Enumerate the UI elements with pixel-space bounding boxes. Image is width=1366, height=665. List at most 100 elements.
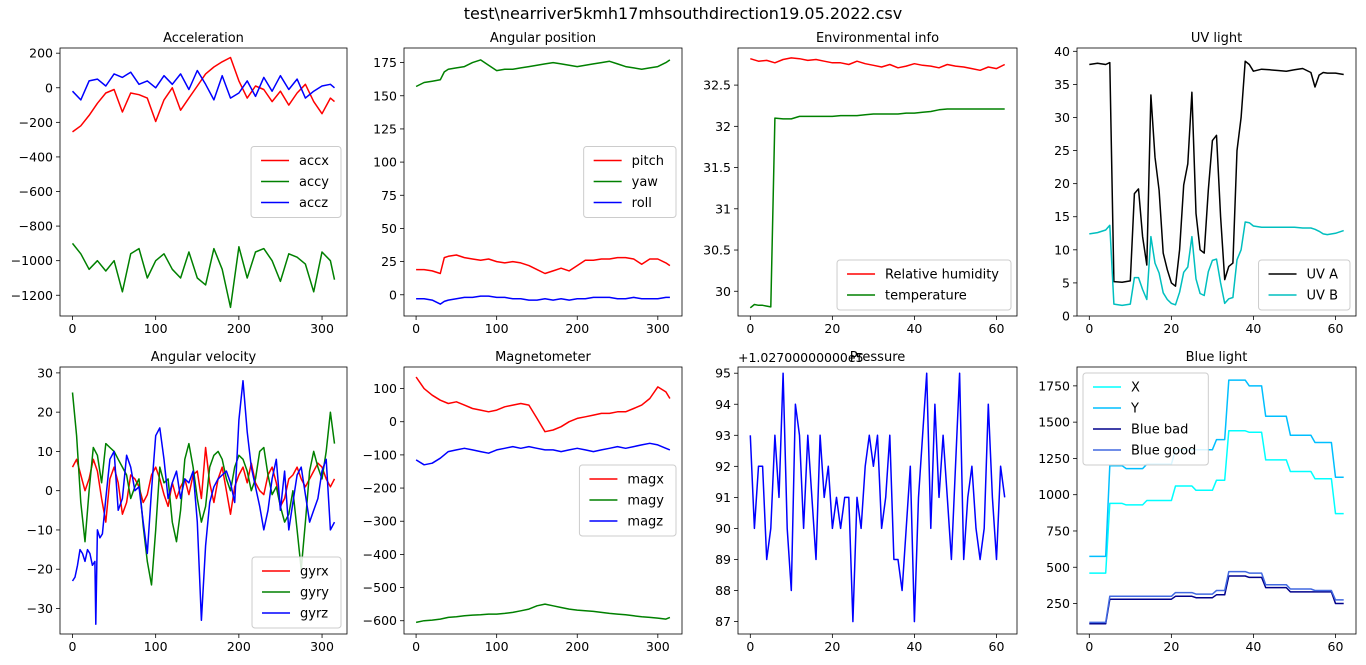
chart-panel-3: UV light 0 20 40 60 0 5 10 15 20 25 30 35 40 UV A UV B bbox=[1054, 31, 1357, 336]
x-tick-label: 20 bbox=[824, 639, 840, 654]
y-tick-label: 87 bbox=[715, 614, 731, 629]
legend-label: yaw bbox=[632, 175, 659, 190]
series-line-magx bbox=[415, 376, 671, 433]
chart-panel-2: Environmental info 0 20 40 60 30 30.5 31 31.5 32 3… bbox=[703, 31, 1018, 336]
series-line-Blue bad bbox=[1089, 575, 1344, 625]
chart-panel-7: Blue light 0 20 40 60 250 500 750 1000 1250 1500 17… bbox=[1038, 350, 1357, 654]
y-tick-label: −1000 bbox=[11, 253, 53, 268]
x-tick-label: 0 bbox=[412, 321, 420, 336]
series-line-accx bbox=[72, 56, 335, 133]
y-tick-label: 35 bbox=[1054, 77, 1070, 92]
chart-title: Angular velocity bbox=[151, 350, 257, 365]
y-tick-label: 125 bbox=[373, 121, 397, 136]
y-tick-label: 1500 bbox=[1038, 415, 1070, 430]
y-tick-label: 1250 bbox=[1038, 451, 1070, 466]
y-tick-label: 30 bbox=[37, 365, 53, 380]
y-tick-label: 94 bbox=[715, 397, 731, 412]
y-tick-label: −20 bbox=[27, 562, 53, 577]
series-line-X bbox=[1089, 430, 1344, 574]
series-line-yaw bbox=[415, 59, 671, 88]
x-tick-label: 100 bbox=[485, 639, 509, 654]
y-tick-label: −400 bbox=[363, 547, 397, 562]
legend-label: gyrx bbox=[300, 565, 329, 580]
y-tick-label: 0 bbox=[45, 483, 53, 498]
y-tick-label: −30 bbox=[27, 601, 53, 616]
plot-frame bbox=[737, 366, 1018, 635]
y-tick-label: 1750 bbox=[1038, 378, 1070, 393]
legend-label: gyrz bbox=[300, 607, 328, 622]
y-tick-label: 95 bbox=[715, 366, 731, 381]
x-tick-label: 100 bbox=[144, 639, 168, 654]
y-tick-label: 175 bbox=[373, 55, 397, 70]
x-tick-label: 300 bbox=[310, 321, 334, 336]
chart-panel-1: Angular position 0 100 200 300 0 25 50 75 100 125 1… bbox=[373, 31, 683, 336]
legend-label: accy bbox=[299, 175, 329, 190]
plot-frame bbox=[403, 47, 683, 317]
chart-panel-6: Pressure 0 20 40 60 87 88 89 90 91 92 93 94 95 +1.0270… bbox=[715, 350, 1018, 654]
y-tick-label: 150 bbox=[373, 88, 397, 103]
series-line-accz bbox=[71, 69, 335, 101]
x-tick-label: 200 bbox=[565, 321, 589, 336]
y-tick-label: 30.5 bbox=[703, 243, 731, 258]
y-tick-label: −600 bbox=[363, 613, 397, 628]
y-tick-label: 90 bbox=[715, 521, 731, 536]
legend-label: X bbox=[1131, 381, 1140, 396]
plot-frame bbox=[403, 366, 683, 635]
chart-title: Pressure bbox=[850, 350, 906, 365]
x-tick-label: 100 bbox=[485, 321, 509, 336]
y-tick-label: 0 bbox=[45, 80, 53, 95]
legend-label: magz bbox=[627, 515, 663, 530]
series-line-0 bbox=[749, 372, 1006, 623]
legend-label: UV B bbox=[1307, 289, 1338, 304]
legend-label: accx bbox=[299, 154, 329, 169]
y-tick-label: 88 bbox=[715, 583, 731, 598]
legend-box bbox=[578, 464, 677, 537]
series-line-UV B bbox=[1089, 221, 1344, 307]
y-tick-label: 30 bbox=[715, 284, 731, 299]
y-tick-label: −200 bbox=[19, 115, 53, 130]
plot-frame bbox=[59, 47, 348, 317]
plot-frame bbox=[59, 366, 348, 635]
x-tick-label: 40 bbox=[1245, 639, 1261, 654]
legend-label: Relative humidity bbox=[885, 268, 999, 283]
x-tick-label: 300 bbox=[310, 639, 334, 654]
y-tick-label: 100 bbox=[373, 155, 397, 170]
x-tick-label: 60 bbox=[1328, 639, 1344, 654]
chart-title: Acceleration bbox=[163, 31, 244, 46]
chart-title: Angular position bbox=[490, 31, 596, 46]
y-tick-label: 200 bbox=[29, 46, 53, 61]
x-tick-label: 0 bbox=[69, 321, 77, 336]
series-line-pitch bbox=[416, 254, 671, 275]
figure-title: test\nearriver5kmh17mhsouthdirection19.0… bbox=[464, 4, 902, 23]
x-tick-label: 20 bbox=[824, 321, 840, 336]
legend-label: accz bbox=[299, 196, 328, 211]
plot-frame bbox=[1076, 47, 1357, 317]
x-tick-label: 0 bbox=[746, 321, 754, 336]
x-tick-label: 40 bbox=[906, 321, 922, 336]
y-tick-label: 32 bbox=[715, 119, 731, 134]
legend-label: magy bbox=[627, 494, 664, 509]
chart-title: Environmental info bbox=[816, 31, 939, 46]
legend-box bbox=[1082, 372, 1209, 466]
legend-box bbox=[1258, 259, 1351, 311]
x-tick-label: 200 bbox=[227, 321, 251, 336]
x-tick-label: 20 bbox=[1163, 639, 1179, 654]
series-line-Relative humidity bbox=[750, 57, 1006, 72]
legend-box bbox=[250, 146, 342, 218]
y-tick-label: 89 bbox=[715, 552, 731, 567]
chart-panel-0: Acceleration 0 100 200 300 −1200 −1000 −800 −600… bbox=[11, 31, 348, 336]
series-line-gyry bbox=[71, 392, 336, 586]
series-line-Blue good bbox=[1089, 570, 1344, 624]
y-tick-label: −200 bbox=[363, 481, 397, 496]
x-tick-label: 100 bbox=[144, 321, 168, 336]
y-tick-label: 32.5 bbox=[703, 78, 731, 93]
x-tick-label: 0 bbox=[1085, 639, 1093, 654]
x-tick-label: 200 bbox=[227, 639, 251, 654]
legend-label: magx bbox=[627, 473, 664, 488]
series-line-UV A bbox=[1089, 60, 1344, 287]
series-line-Y bbox=[1089, 379, 1344, 558]
y-tick-label: −600 bbox=[19, 184, 53, 199]
y-tick-label: 50 bbox=[381, 221, 397, 236]
y-tick-label: 31.5 bbox=[703, 160, 731, 175]
legend-label: Blue good bbox=[1131, 444, 1196, 459]
